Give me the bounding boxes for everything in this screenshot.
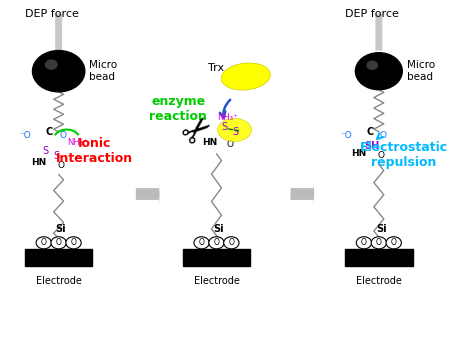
Text: Trx: Trx bbox=[208, 63, 225, 73]
Text: Si: Si bbox=[376, 224, 387, 234]
Text: Ionic
Interaction: Ionic Interaction bbox=[56, 137, 133, 165]
Text: S: S bbox=[221, 122, 228, 132]
Circle shape bbox=[367, 61, 377, 69]
Text: Micro
bead: Micro bead bbox=[407, 61, 435, 82]
Text: HN: HN bbox=[202, 138, 217, 147]
Text: NH₃⁺: NH₃⁺ bbox=[217, 113, 238, 122]
Circle shape bbox=[386, 237, 401, 249]
Circle shape bbox=[36, 237, 51, 249]
Text: Si: Si bbox=[55, 224, 66, 234]
Circle shape bbox=[355, 53, 402, 90]
Text: O: O bbox=[70, 238, 77, 247]
Text: O: O bbox=[377, 151, 385, 161]
Text: S: S bbox=[53, 151, 60, 161]
Text: Micro
bead: Micro bead bbox=[89, 61, 117, 82]
Circle shape bbox=[66, 237, 81, 249]
Text: C: C bbox=[46, 127, 53, 137]
Circle shape bbox=[209, 237, 224, 249]
Text: O: O bbox=[361, 238, 367, 247]
Text: Si: Si bbox=[213, 224, 224, 234]
Text: O: O bbox=[228, 238, 235, 247]
Circle shape bbox=[194, 237, 209, 249]
Text: HN: HN bbox=[351, 148, 366, 158]
Circle shape bbox=[51, 237, 66, 249]
Text: S: S bbox=[42, 146, 48, 156]
Text: O: O bbox=[55, 238, 62, 247]
Circle shape bbox=[224, 237, 239, 249]
Text: O: O bbox=[57, 161, 64, 170]
Text: SH: SH bbox=[364, 141, 380, 151]
Text: C: C bbox=[366, 127, 373, 137]
Text: O: O bbox=[60, 131, 67, 141]
Bar bbox=[183, 249, 250, 266]
Text: enzyme
reaction: enzyme reaction bbox=[149, 95, 207, 122]
Bar bbox=[345, 249, 413, 266]
Text: HN: HN bbox=[31, 158, 46, 167]
Circle shape bbox=[32, 51, 85, 92]
Circle shape bbox=[371, 237, 387, 249]
Text: Electrode: Electrode bbox=[36, 276, 82, 286]
Text: ✂: ✂ bbox=[176, 109, 221, 155]
Text: O: O bbox=[226, 140, 234, 150]
Text: ⁻O: ⁻O bbox=[20, 131, 32, 141]
Text: S: S bbox=[232, 127, 239, 137]
Ellipse shape bbox=[218, 118, 252, 141]
Text: O: O bbox=[41, 238, 47, 247]
Text: O: O bbox=[198, 238, 205, 247]
Circle shape bbox=[356, 237, 372, 249]
Text: DEP force: DEP force bbox=[345, 9, 399, 19]
Text: Electrode: Electrode bbox=[193, 276, 239, 286]
Ellipse shape bbox=[221, 63, 271, 90]
Circle shape bbox=[46, 60, 57, 69]
Bar bbox=[25, 249, 92, 266]
Text: Electrode: Electrode bbox=[356, 276, 402, 286]
Text: ⁻O: ⁻O bbox=[340, 131, 352, 141]
Text: O: O bbox=[376, 238, 382, 247]
Text: DEP force: DEP force bbox=[25, 9, 78, 19]
Text: O: O bbox=[391, 238, 397, 247]
Text: O: O bbox=[213, 238, 220, 247]
Text: NH₃⁺: NH₃⁺ bbox=[67, 138, 87, 147]
Text: O: O bbox=[380, 131, 387, 141]
Text: Electrostatic
repulsion: Electrostatic repulsion bbox=[359, 141, 448, 169]
